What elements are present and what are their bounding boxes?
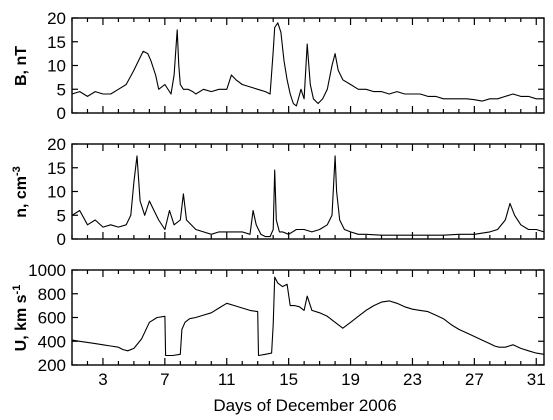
- y-tick-label: 15: [47, 159, 66, 178]
- panel-u-marks: [71, 276, 545, 357]
- panel-u-x-ticks: 3 7 11 15 19 23 27 31: [71, 270, 546, 389]
- y-tick-label: 20: [47, 135, 66, 154]
- panel-u-y-axis-title-main: U, km s: [13, 294, 30, 351]
- y-tick-label: 200: [38, 356, 66, 375]
- x-tick-label: 19: [341, 370, 360, 389]
- y-tick-label: 1000: [28, 261, 66, 280]
- y-tick-label: 0: [57, 230, 66, 249]
- panel-u-y-ticks: 200 400 600 800 1000: [28, 261, 544, 375]
- y-tick-label: 10: [47, 57, 66, 76]
- panel-n-y-ticks: 0 5 10 15 20: [47, 135, 544, 249]
- x-axis-title: Days of December 2006: [213, 396, 396, 415]
- panel-n-series-line: [71, 155, 545, 238]
- panel-u-y-axis-title: U, km s-1: [11, 285, 30, 352]
- y-tick-label: 400: [38, 332, 66, 351]
- panel-b-frame: [71, 17, 545, 114]
- x-tick-label: 15: [279, 370, 298, 389]
- panel-n-y-axis-title: n, cm-3: [11, 166, 30, 218]
- y-tick-label: 5: [57, 80, 66, 99]
- y-tick-label: 10: [47, 183, 66, 202]
- panel-u-frame: [71, 269, 545, 366]
- panel-n-y-axis-title-main: n, cm: [13, 176, 30, 218]
- panel-n-marks: [71, 155, 545, 238]
- y-tick-label: 600: [38, 309, 66, 328]
- y-tick-label: 5: [57, 206, 66, 225]
- panel-b-series-line: [71, 22, 544, 107]
- y-tick-label: 800: [38, 285, 66, 304]
- panel-b-x-ticks: [71, 18, 537, 113]
- panel-u: 200 400 600 800 1000 3 7 11 15 19 23 27 31 U, km s-…: [11, 261, 546, 389]
- x-tick-label: 31: [527, 370, 546, 389]
- panel-u-y-axis-title-superscript: -1: [11, 285, 23, 295]
- x-tick-label: 3: [98, 370, 107, 389]
- x-tick-label: 27: [465, 370, 484, 389]
- panel-b-marks: [71, 22, 544, 107]
- x-tick-label: 11: [218, 370, 236, 389]
- panel-b-y-axis-title: B, nT: [13, 46, 30, 86]
- y-tick-label: 15: [47, 33, 66, 52]
- panel-n-frame: [71, 143, 545, 240]
- panel-b-y-ticks: 0 5 10 15 20: [47, 9, 544, 123]
- panel-n: 0 5 10 15 20 n, cm-3: [11, 135, 545, 249]
- panel-b: 0 5 10 15 20 B, nT: [13, 9, 545, 123]
- panel-u-series-line: [71, 276, 545, 357]
- y-tick-label: 20: [47, 9, 66, 28]
- x-tick-label: 23: [403, 370, 422, 389]
- y-tick-label: 0: [57, 104, 66, 123]
- panel-n-y-axis-title-superscript: -3: [11, 166, 23, 176]
- x-tick-label: 7: [160, 370, 169, 389]
- panel-n-x-ticks: [71, 144, 537, 239]
